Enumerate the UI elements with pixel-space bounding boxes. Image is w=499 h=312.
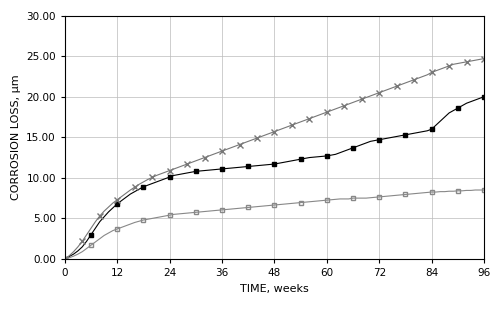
ECR-4h-45 (75, 249, 81, 253)
ECR-10h-45 (472, 188, 478, 192)
Y-axis label: CORROSION LOSS, μm: CORROSION LOSS, μm (10, 75, 20, 200)
ECR-10h-35 (271, 130, 277, 134)
ECR-10h-35 (302, 118, 308, 122)
ECR-10h-35 (75, 245, 81, 249)
ECR-10h-45 (92, 240, 98, 244)
ECR-10h-45 (302, 200, 308, 204)
Line: ECR-10h-35: ECR-10h-35 (62, 56, 487, 262)
Line: ECR-4h-45: ECR-4h-45 (62, 94, 487, 261)
ECR-10h-35 (62, 257, 68, 261)
ECR-10h-45 (171, 212, 177, 216)
ECR-10h-45 (62, 257, 68, 261)
ECR-10h-35 (92, 220, 98, 223)
ECR-4h-45 (302, 157, 308, 160)
ECR-10h-45 (271, 203, 277, 207)
ECR-4h-45 (92, 226, 98, 230)
ECR-10h-45 (75, 252, 81, 256)
ECR-4h-45 (271, 162, 277, 166)
ECR-10h-35 (385, 88, 391, 91)
ECR-4h-45 (62, 257, 68, 261)
ECR-4h-45 (171, 173, 177, 177)
ECR-4h-45 (385, 136, 391, 140)
ECR-10h-35 (171, 167, 177, 171)
ECR-10h-35 (481, 57, 487, 61)
X-axis label: TIME, weeks: TIME, weeks (240, 284, 309, 294)
ECR-10h-45 (481, 188, 487, 192)
ECR-10h-45 (385, 194, 391, 198)
Line: ECR-10h-45: ECR-10h-45 (62, 188, 487, 261)
ECR-4h-45 (481, 95, 487, 99)
